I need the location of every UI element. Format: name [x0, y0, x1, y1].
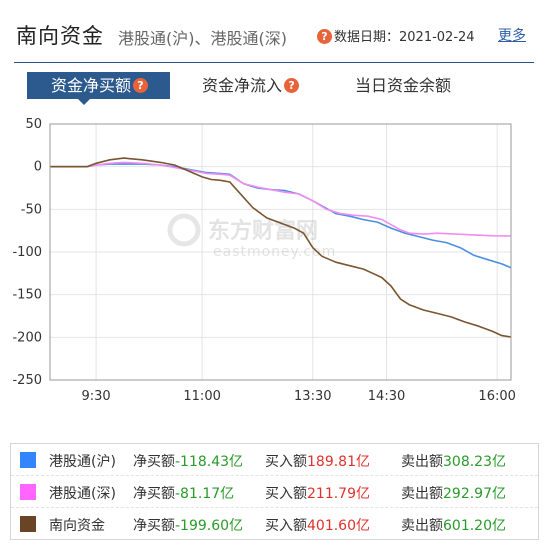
y-axis: 50 0 -50 -100 -150 -200 -250 [12, 117, 42, 388]
y-tick-label: -50 [21, 202, 42, 217]
y-tick-label: 50 [25, 117, 42, 132]
help-icon[interactable]: ? [133, 78, 148, 93]
watermark-logo-icon [167, 213, 201, 247]
tab-bar: 资金净买额? 资金净流入? 当日资金余额 [0, 72, 547, 105]
buy-value: 189.81亿 [307, 454, 370, 470]
y-tick-label: -100 [12, 245, 42, 260]
net-label: 净买额 [133, 454, 175, 470]
chart-series [50, 157, 512, 338]
page-title: 南向资金 [16, 24, 104, 48]
x-tick-label: 9:30 [81, 389, 110, 400]
more-link[interactable]: 更多 [498, 28, 526, 44]
header-divider [14, 62, 534, 63]
sell-cell: 卖出额292.97亿 [401, 483, 506, 503]
tab-daily-balance-label: 当日资金余额 [355, 76, 452, 95]
buy-value: 401.60亿 [307, 518, 370, 534]
chart-watermark: 东方财富网 eastmoney.com [167, 213, 336, 260]
help-icon[interactable]: ? [317, 29, 332, 44]
page-subtitle: 港股通(沪)、港股通(深) [118, 29, 287, 48]
legend-swatch [20, 452, 36, 468]
legend-table: 港股通(沪) 净买额-118.43亿 买入额189.81亿 卖出额308.23亿… [10, 443, 539, 540]
legend-row-sh: 港股通(沪) 净买额-118.43亿 买入额189.81亿 卖出额308.23亿 [11, 444, 538, 476]
sell-value: 292.97亿 [443, 486, 506, 502]
net-cell: 净买额-81.17亿 [133, 483, 234, 503]
sell-value: 308.23亿 [443, 454, 506, 470]
net-value: -118.43亿 [175, 454, 244, 470]
net-label: 净买额 [133, 486, 175, 502]
legend-swatch [20, 516, 36, 532]
buy-cell: 买入额189.81亿 [265, 451, 370, 471]
x-tick-label: 16:00 [478, 389, 515, 400]
sell-label: 卖出额 [401, 454, 443, 470]
sell-cell: 卖出额601.20亿 [401, 515, 506, 535]
buy-cell: 买入额401.60亿 [265, 515, 370, 535]
buy-label: 买入额 [265, 486, 307, 502]
y-tick-label: 0 [34, 160, 42, 175]
plot-frame [49, 123, 512, 381]
buy-value: 211.79亿 [307, 486, 370, 502]
net-cell: 净买额-118.43亿 [133, 451, 243, 471]
x-tick-label: 14:30 [368, 389, 405, 400]
tab-net-buy[interactable]: 资金净买额? [27, 72, 170, 105]
help-icon[interactable]: ? [284, 78, 300, 93]
y-tick-label: -250 [12, 373, 42, 388]
series-line-2 [50, 157, 512, 338]
legend-name: 港股通(沪) [49, 454, 116, 470]
series-line-1 [50, 161, 512, 237]
x-tick-label: 13:30 [294, 389, 331, 400]
legend-row-south: 南向资金 净买额-199.60亿 买入额401.60亿 卖出额601.20亿 [11, 508, 538, 539]
tab-net-inflow[interactable]: 资金净流入? [202, 72, 322, 99]
legend-name: 南向资金 [49, 518, 105, 534]
buy-label: 买入额 [265, 454, 307, 470]
tab-net-buy-label: 资金净买额 [50, 76, 131, 95]
buy-label: 买入额 [265, 518, 307, 534]
sell-label: 卖出额 [401, 486, 443, 502]
legend-name: 港股通(深) [49, 486, 116, 502]
watermark-cn: 东方财富网 [208, 218, 318, 244]
data-date: 数据日期：2021-02-24 [334, 30, 475, 45]
header: 南向资金 港股通(沪)、港股通(深) ? 数据日期：2021-02-24 更多 [0, 0, 547, 63]
x-tick-label: 11:00 [183, 389, 220, 400]
legend-row-sz: 港股通(深) 净买额-81.17亿 买入额211.79亿 卖出额292.97亿 [11, 476, 538, 508]
net-value: -199.60亿 [175, 518, 244, 534]
sell-cell: 卖出额308.23亿 [401, 451, 506, 471]
tab-net-inflow-label: 资金净流入 [202, 76, 283, 95]
sell-value: 601.20亿 [443, 518, 506, 534]
legend-swatch [20, 484, 36, 500]
net-cell: 净买额-199.60亿 [133, 515, 243, 535]
x-axis: 9:30 11:00 13:30 14:30 16:00 [81, 389, 515, 400]
buy-cell: 买入额211.79亿 [265, 483, 370, 503]
tab-daily-balance[interactable]: 当日资金余额 [355, 72, 475, 99]
tab-active-arrow [77, 98, 91, 105]
net-buy-chart: 东方财富网 eastmoney.com 50 0 -50 -100 -150 -200 -2… [12, 117, 515, 400]
net-value: -81.17亿 [175, 486, 235, 502]
y-tick-label: -200 [12, 330, 42, 345]
net-label: 净买额 [133, 518, 175, 534]
watermark-en: eastmoney.com [213, 244, 336, 260]
y-tick-label: -150 [12, 288, 42, 303]
sell-label: 卖出额 [401, 518, 443, 534]
